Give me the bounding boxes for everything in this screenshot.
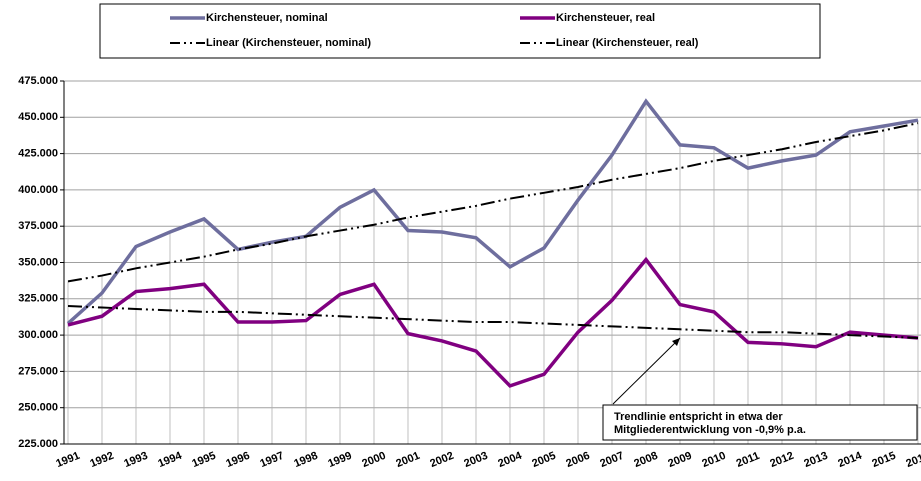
annotation-arrow (612, 337, 681, 405)
trend-line (67, 305, 919, 340)
series-line (67, 256, 919, 388)
x-tick-label: 2016 (904, 450, 921, 470)
x-tick-label: 2005 (530, 450, 557, 470)
legend-label: Kirchensteuer, nominal (206, 12, 328, 24)
x-tick-label: 2003 (462, 450, 489, 470)
legend-label: Linear (Kirchensteuer, nominal) (206, 37, 371, 49)
y-tick-label: 450.000 (18, 111, 58, 123)
series-line (66, 98, 919, 325)
legend-label: Kirchensteuer, real (556, 12, 655, 24)
y-tick-label: 225.000 (18, 438, 58, 450)
x-tick-label: 2006 (564, 450, 591, 470)
annotation-text: Trendlinie entspricht in etwa der (614, 411, 783, 423)
y-tick-label: 350.000 (18, 256, 58, 268)
y-tick-label: 375.000 (18, 220, 58, 232)
x-tick-label: 2007 (598, 450, 625, 470)
x-tick-label: 1992 (88, 450, 115, 470)
x-tick-label: 2014 (836, 449, 864, 470)
x-tick-label: 1998 (292, 450, 319, 470)
x-tick-label: 1996 (224, 450, 251, 470)
legend-label: Linear (Kirchensteuer, real) (556, 37, 699, 49)
x-tick-label: 2009 (666, 450, 693, 470)
annotation-box (602, 404, 918, 441)
x-tick-label: 1997 (258, 450, 285, 470)
arrow-head (672, 338, 680, 346)
y-tick-label: 325.000 (18, 293, 58, 305)
legend-box (99, 3, 821, 59)
x-tick-label: 2000 (360, 450, 387, 470)
x-tick-label: 1999 (326, 450, 353, 470)
x-tick-label: 2011 (735, 450, 762, 470)
y-tick-label: 275.000 (18, 365, 58, 377)
y-tick-label: 300.000 (18, 329, 58, 341)
x-tick-label: 1994 (156, 449, 184, 470)
x-tick-label: 2004 (496, 449, 524, 470)
x-tick-label: 2010 (700, 450, 727, 470)
x-tick-label: 2012 (768, 450, 795, 470)
y-tick-label: 250.000 (18, 402, 58, 414)
trend-line (67, 122, 919, 283)
annotation-text: Mitgliederentwicklung von -0,9% p.a. (614, 424, 806, 436)
x-tick-label: 2001 (394, 450, 421, 470)
x-tick-label: 2002 (428, 450, 455, 470)
x-tick-label: 1995 (190, 450, 217, 470)
x-tick-label: 1993 (122, 450, 149, 470)
x-tick-label: 2008 (632, 450, 659, 470)
x-tick-label: 1991 (54, 450, 81, 470)
y-tick-label: 425.000 (18, 148, 58, 160)
x-tick-label: 2015 (870, 450, 897, 470)
y-tick-label: 475.000 (18, 75, 58, 87)
y-tick-label: 400.000 (18, 184, 58, 196)
x-tick-label: 2013 (802, 450, 829, 470)
